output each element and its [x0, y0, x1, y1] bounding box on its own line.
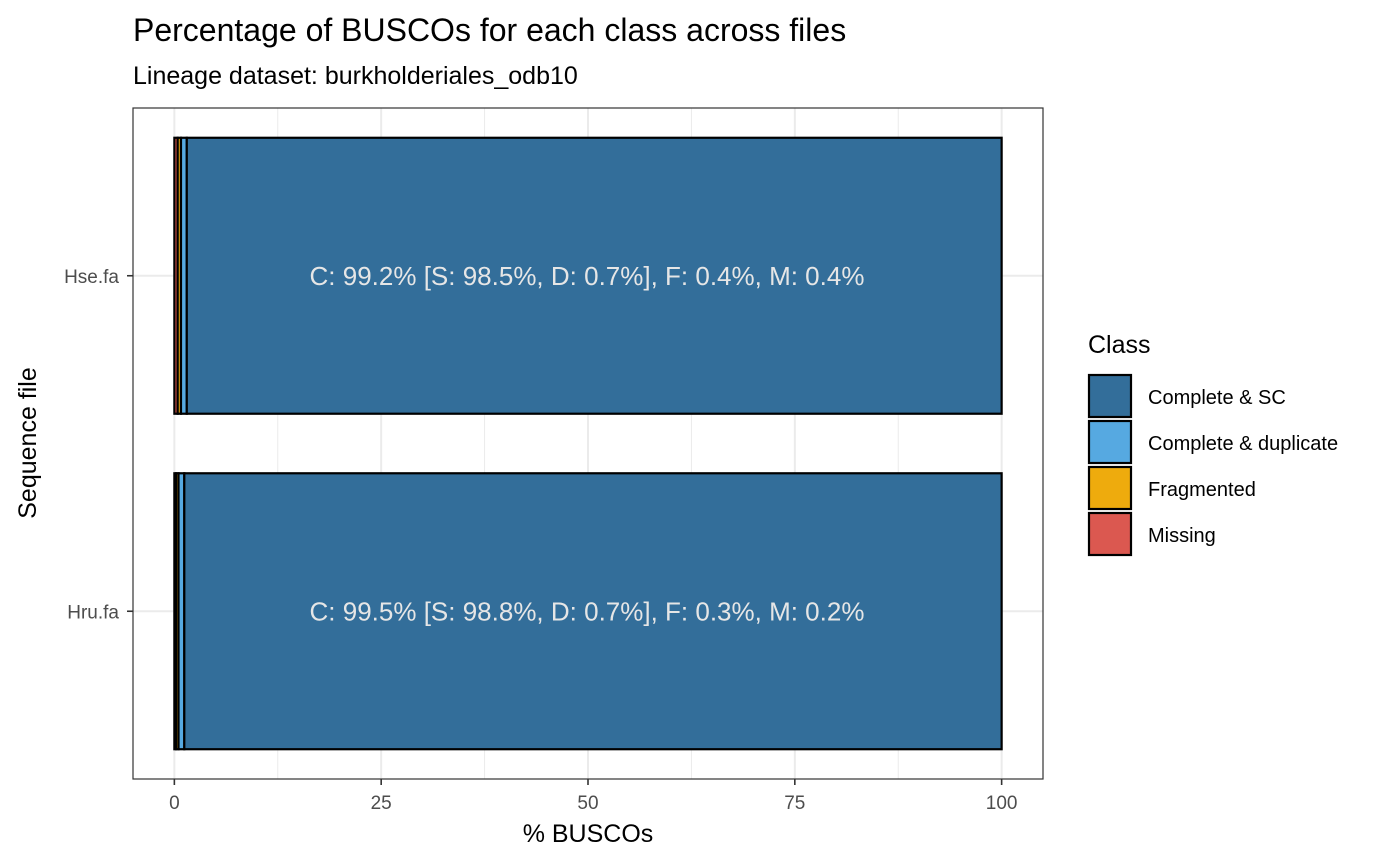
legend-key — [1087, 511, 1133, 557]
y-tick-label: Hru.fa — [67, 602, 119, 623]
bar-data-label: C: 99.5% [S: 98.8%, D: 0.7%], F: 0.3%, M… — [310, 596, 865, 626]
legend-label: Fragmented — [1148, 479, 1256, 501]
x-axis: 0 25 50 75 100 — [169, 779, 1017, 814]
legend-label: Complete & duplicate — [1148, 433, 1338, 455]
bar-segment-complete-sc — [185, 136, 1003, 415]
legend-label: Missing — [1148, 525, 1216, 547]
x-tick-label: 0 — [169, 793, 180, 814]
bar-segment-complete-sc — [183, 472, 1003, 751]
bar-data-label: C: 99.2% [S: 98.5%, D: 0.7%], F: 0.4%, M… — [310, 261, 865, 291]
x-axis-title: % BUSCOs — [523, 820, 654, 848]
bar-labels: C: 99.2% [S: 98.5%, D: 0.7%], F: 0.4%, M… — [310, 261, 865, 627]
legend-title: Class — [1088, 331, 1151, 359]
legend-key — [1087, 465, 1133, 511]
y-tick-label: Hse.fa — [64, 267, 119, 288]
chart-subtitle: Lineage dataset: burkholderiales_odb10 — [133, 62, 578, 90]
legend: Complete & SC Complete & duplicate Fragmen… — [1087, 373, 1338, 557]
x-tick-label: 100 — [986, 793, 1018, 814]
x-tick-label: 50 — [577, 793, 598, 814]
legend-key — [1087, 373, 1133, 419]
y-axis: Hse.fa Hru.fa — [64, 267, 133, 623]
x-tick-label: 75 — [784, 793, 805, 814]
legend-label: Complete & SC — [1148, 387, 1286, 409]
x-tick-label: 25 — [371, 793, 392, 814]
legend-key — [1087, 419, 1133, 465]
bars — [173, 136, 1003, 751]
chart-title: Percentage of BUSCOs for each class acro… — [133, 12, 846, 48]
y-axis-title: Sequence file — [14, 367, 42, 519]
